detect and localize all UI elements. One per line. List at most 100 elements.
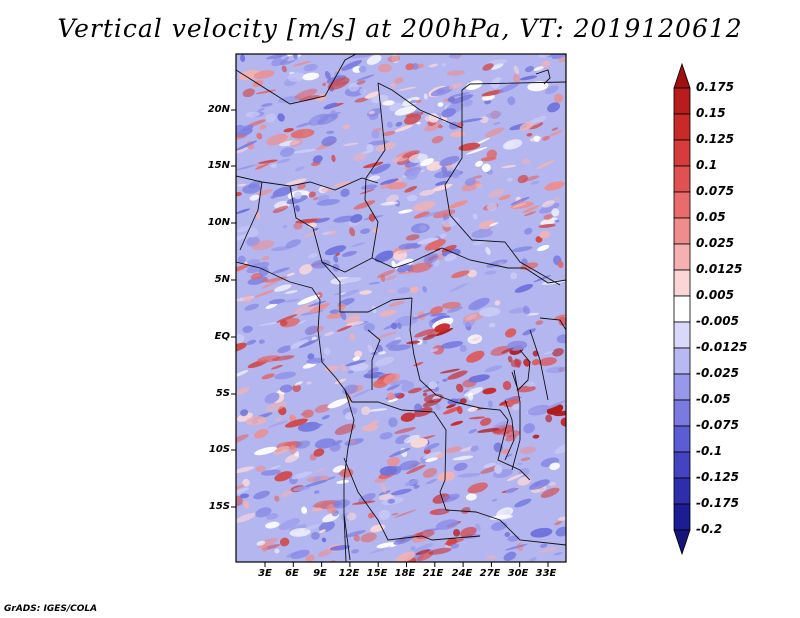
- field-blob: [554, 314, 566, 320]
- field-blob: [443, 406, 461, 415]
- field-blob: [361, 424, 379, 432]
- field-blob: [302, 409, 314, 418]
- field-blob: [358, 65, 367, 73]
- field-blob: [236, 208, 251, 215]
- lon-label: 33E: [535, 568, 557, 579]
- field-blob: [367, 408, 388, 412]
- field-blob: [493, 426, 507, 434]
- lon-label: 21E: [422, 568, 444, 579]
- lat-label: 20N: [207, 104, 230, 115]
- field-blob: [367, 512, 375, 519]
- field-blob: [412, 311, 434, 320]
- field-blob: [424, 239, 446, 251]
- field-blob: [256, 132, 263, 140]
- field-blob: [480, 116, 489, 124]
- field-blob: [461, 507, 471, 514]
- lon-label: 24E: [451, 568, 473, 579]
- colorbar-label: -0.025: [696, 366, 739, 380]
- colorbar-label: -0.05: [696, 392, 731, 406]
- field-blob: [336, 325, 352, 332]
- field-blob: [327, 77, 350, 90]
- field-blob: [242, 325, 253, 333]
- field-blob: [369, 113, 379, 121]
- field-blob: [336, 479, 350, 484]
- field-blob: [543, 214, 553, 220]
- field-blob: [445, 446, 462, 454]
- field-blob: [306, 357, 325, 364]
- field-blob: [349, 54, 372, 59]
- field-blob: [350, 440, 356, 444]
- field-blob: [402, 150, 420, 159]
- colorbar-label: 0.1: [696, 158, 718, 172]
- field-blob: [239, 493, 250, 499]
- field-blob: [390, 82, 396, 88]
- field-blob: [253, 490, 270, 500]
- field-blob: [324, 365, 339, 372]
- field-blob: [253, 70, 275, 79]
- field-blob: [370, 163, 391, 175]
- field-blob: [403, 434, 420, 443]
- field-blob: [339, 468, 354, 478]
- field-blob: [290, 339, 309, 349]
- field-blob: [390, 379, 409, 386]
- field-blob: [432, 345, 444, 355]
- field-blob: [538, 357, 557, 366]
- field-blob: [404, 479, 419, 487]
- field-blob: [413, 211, 430, 219]
- field-blob: [236, 191, 242, 197]
- field-blob: [463, 99, 473, 107]
- field-blob: [422, 398, 441, 408]
- lon-label: 30E: [507, 568, 529, 579]
- colorbar-swatch: [673, 503, 691, 531]
- field-blob: [266, 133, 288, 146]
- field-blob: [549, 481, 556, 486]
- field-blob: [486, 202, 498, 212]
- field-blob: [236, 495, 243, 506]
- field-blob: [236, 140, 258, 151]
- country-borders: [236, 54, 566, 561]
- field-blob: [506, 177, 513, 182]
- field-blob: [426, 161, 442, 172]
- field-blob: [528, 121, 544, 130]
- field-blob: [363, 161, 384, 169]
- field-blob: [422, 451, 442, 459]
- colorbar-swatch: [673, 399, 691, 427]
- field-blob: [536, 160, 555, 170]
- field-blob: [289, 138, 303, 147]
- field-blob: [538, 223, 556, 228]
- field-blob: [333, 215, 356, 223]
- field-blob: [507, 535, 520, 542]
- field-blob: [313, 448, 325, 457]
- field-blob: [442, 217, 460, 228]
- field-blob: [486, 111, 502, 118]
- field-blob: [305, 554, 315, 562]
- field-blob: [441, 493, 460, 503]
- field-blob: [308, 191, 316, 198]
- field-blob: [261, 103, 273, 107]
- lon-label: 18E: [394, 568, 416, 579]
- field-blob: [391, 488, 412, 496]
- field-blob: [255, 507, 272, 518]
- field-blob: [446, 70, 466, 76]
- field-blob: [494, 464, 503, 474]
- field-blob: [447, 306, 463, 313]
- field-blob: [356, 74, 375, 82]
- field-blob: [511, 246, 533, 252]
- field-blob: [412, 201, 436, 212]
- field-blob: [295, 440, 311, 449]
- field-blob: [259, 321, 282, 326]
- field-blob: [375, 142, 396, 152]
- field-blob: [246, 339, 257, 345]
- field-blob: [398, 460, 419, 471]
- field-blob: [358, 493, 376, 504]
- map-frame: [235, 53, 567, 563]
- field-blob: [422, 467, 438, 478]
- field-blob: [471, 306, 480, 311]
- field-blob: [240, 125, 254, 131]
- colorbar-label: -0.005: [696, 314, 739, 328]
- field-blob: [395, 551, 416, 562]
- colorbar-label: 0.075: [696, 184, 734, 198]
- lon-label: 3E: [258, 568, 272, 579]
- field-blob: [502, 139, 523, 150]
- field-blob: [542, 135, 550, 141]
